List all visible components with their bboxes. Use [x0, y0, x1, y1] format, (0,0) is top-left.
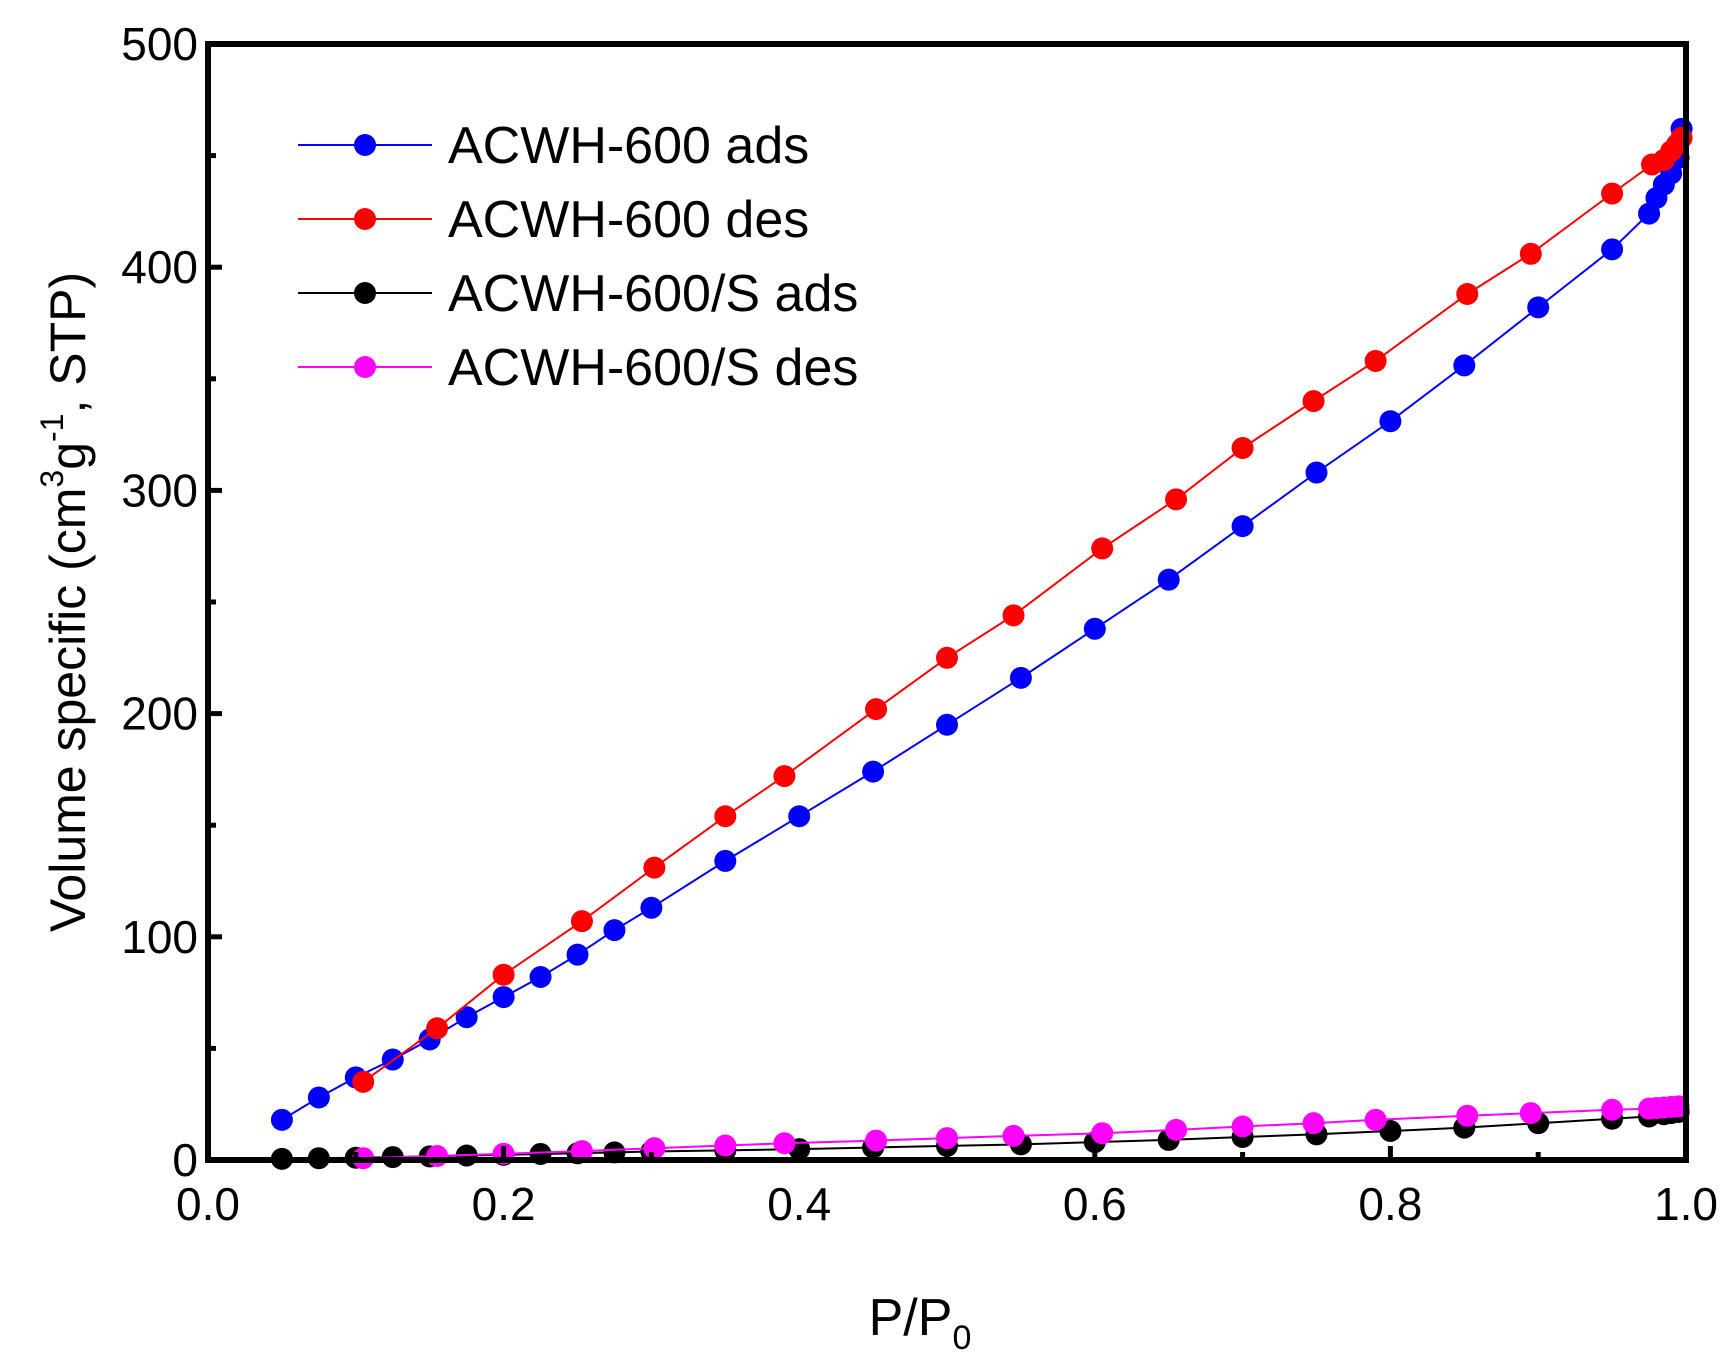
legend-marker: [354, 208, 376, 230]
data-point: [603, 919, 626, 942]
data-point: [1231, 436, 1254, 459]
legend-label: ACWH-600 des: [448, 191, 809, 249]
data-point: [714, 1134, 737, 1157]
data-point: [1601, 1098, 1624, 1121]
data-point: [1305, 461, 1328, 484]
x-tick-label: 0.4: [767, 1178, 831, 1230]
data-point: [492, 986, 515, 1009]
data-point: [570, 910, 593, 933]
y-tick-label: 0: [172, 1134, 198, 1186]
legend-item: ACWH-600 ads: [298, 117, 809, 175]
data-point: [1091, 1122, 1114, 1145]
data-point: [936, 713, 958, 736]
data-point: [1364, 349, 1387, 372]
y-tick-label: 300: [121, 464, 198, 516]
data-point: [1302, 390, 1325, 413]
data-point: [1165, 1118, 1188, 1141]
legend-marker: [354, 282, 376, 304]
data-point: [865, 698, 888, 721]
data-point: [1519, 242, 1542, 265]
legend-marker: [354, 134, 376, 156]
data-point: [1456, 1104, 1479, 1127]
data-point: [714, 805, 737, 828]
data-point: [529, 965, 552, 988]
legend-item: ACWH-600 des: [298, 191, 809, 249]
data-point: [773, 765, 796, 788]
data-point: [714, 849, 737, 872]
y-tick-label: 200: [121, 688, 198, 740]
series-acwh-600-des: [352, 126, 1693, 1093]
data-point: [862, 760, 885, 783]
data-point: [1002, 604, 1025, 627]
x-tick-label: 1.0: [1654, 1178, 1718, 1230]
data-point: [1002, 1124, 1025, 1147]
data-point: [1231, 1115, 1254, 1138]
data-point: [936, 646, 958, 669]
x-tick-label: 0.0: [176, 1178, 240, 1230]
data-point: [307, 1086, 330, 1109]
data-point: [1009, 666, 1032, 689]
legend-label: ACWH-600 ads: [448, 117, 809, 175]
data-point: [643, 1137, 666, 1160]
data-point: [1453, 354, 1476, 377]
data-point: [1527, 296, 1550, 319]
y-tick-label: 400: [121, 241, 198, 293]
data-point: [566, 943, 589, 966]
data-point: [426, 1017, 449, 1040]
data-point: [643, 856, 666, 879]
x-tick-label: 0.2: [472, 1178, 536, 1230]
data-point: [640, 896, 663, 919]
data-point: [492, 963, 515, 986]
data-point: [1456, 282, 1479, 305]
legend: ACWH-600 ads ACWH-600 des ACWH-600/S ads AC…: [298, 117, 858, 397]
data-point: [352, 1070, 375, 1093]
plot-frame: [205, 41, 1689, 1163]
axis-layer: 0.0 0.2 0.4 0.6 0.8 1.0 0 100 200 300 400 500: [121, 18, 1718, 1230]
data-point: [270, 1108, 293, 1131]
data-point: [1302, 1112, 1325, 1135]
data-point: [788, 805, 811, 828]
data-point: [1364, 1108, 1387, 1131]
data-point: [865, 1129, 888, 1152]
data-point: [570, 1140, 593, 1163]
legend-label: ACWH-600/S ads: [448, 265, 858, 323]
data-point: [1157, 568, 1180, 591]
data-point: [936, 1127, 958, 1150]
data-point: [1231, 515, 1254, 538]
data-point: [1379, 410, 1402, 433]
data-point: [1638, 1097, 1661, 1120]
data-point: [773, 1132, 796, 1155]
y-axis-label: Volume specific (cm3g-1, STP): [34, 272, 96, 932]
data-point: [1083, 617, 1106, 640]
legend-marker: [354, 356, 376, 378]
data-point: [1601, 238, 1624, 261]
data-point: [1165, 488, 1188, 511]
data-point: [1519, 1102, 1542, 1125]
y-tick-label: 100: [121, 911, 198, 963]
legend-item: ACWH-600/S ads: [298, 265, 858, 323]
data-point: [426, 1144, 449, 1167]
x-axis-label: P/P0: [869, 1289, 972, 1357]
data-point: [1641, 153, 1664, 176]
legend-item: ACWH-600/S des: [298, 339, 858, 397]
x-tick-label: 0.8: [1358, 1178, 1422, 1230]
data-point: [1601, 182, 1624, 205]
data-point: [1091, 537, 1114, 560]
data-point: [455, 1006, 478, 1029]
x-tick-label: 0.6: [1063, 1178, 1127, 1230]
y-tick-label: 500: [121, 18, 198, 70]
legend-label: ACWH-600/S des: [448, 339, 858, 397]
